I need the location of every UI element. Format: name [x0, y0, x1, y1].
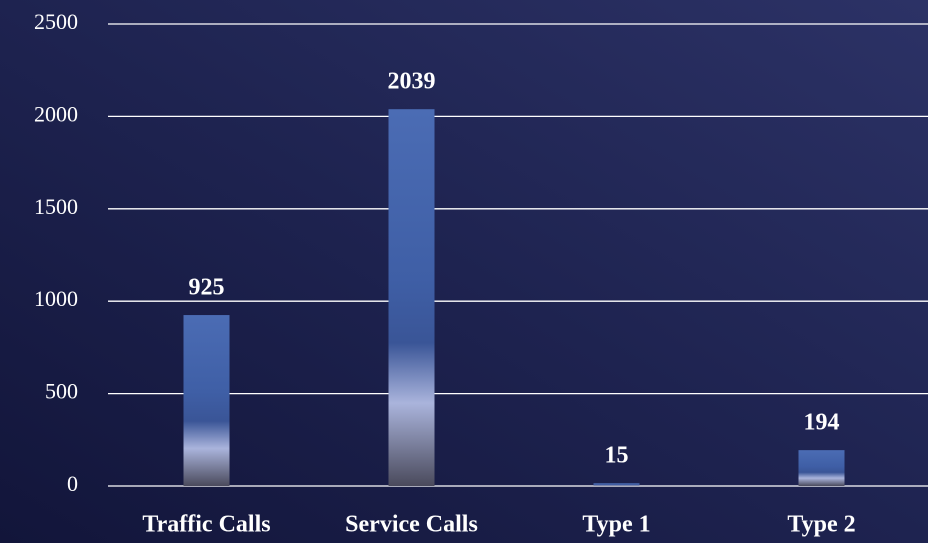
y-tick-label: 1500: [34, 194, 78, 219]
data-label: 15: [605, 443, 629, 469]
x-tick-label: Service Calls: [345, 512, 478, 538]
bar: [593, 483, 640, 486]
y-tick-label: 1000: [34, 286, 78, 311]
bar: [798, 450, 845, 486]
bar: [388, 109, 435, 486]
y-tick-label: 500: [45, 379, 78, 404]
data-label: 925: [189, 275, 225, 301]
bar: [183, 315, 230, 486]
x-tick-label: Type 2: [787, 512, 855, 538]
data-label: 2039: [388, 69, 436, 95]
y-tick-label: 2500: [34, 9, 78, 34]
y-tick-label: 0: [67, 471, 78, 496]
x-tick-label: Type 1: [582, 512, 650, 538]
y-tick-label: 2000: [34, 101, 78, 126]
x-tick-label: Traffic Calls: [142, 512, 270, 538]
data-label: 194: [804, 410, 840, 436]
